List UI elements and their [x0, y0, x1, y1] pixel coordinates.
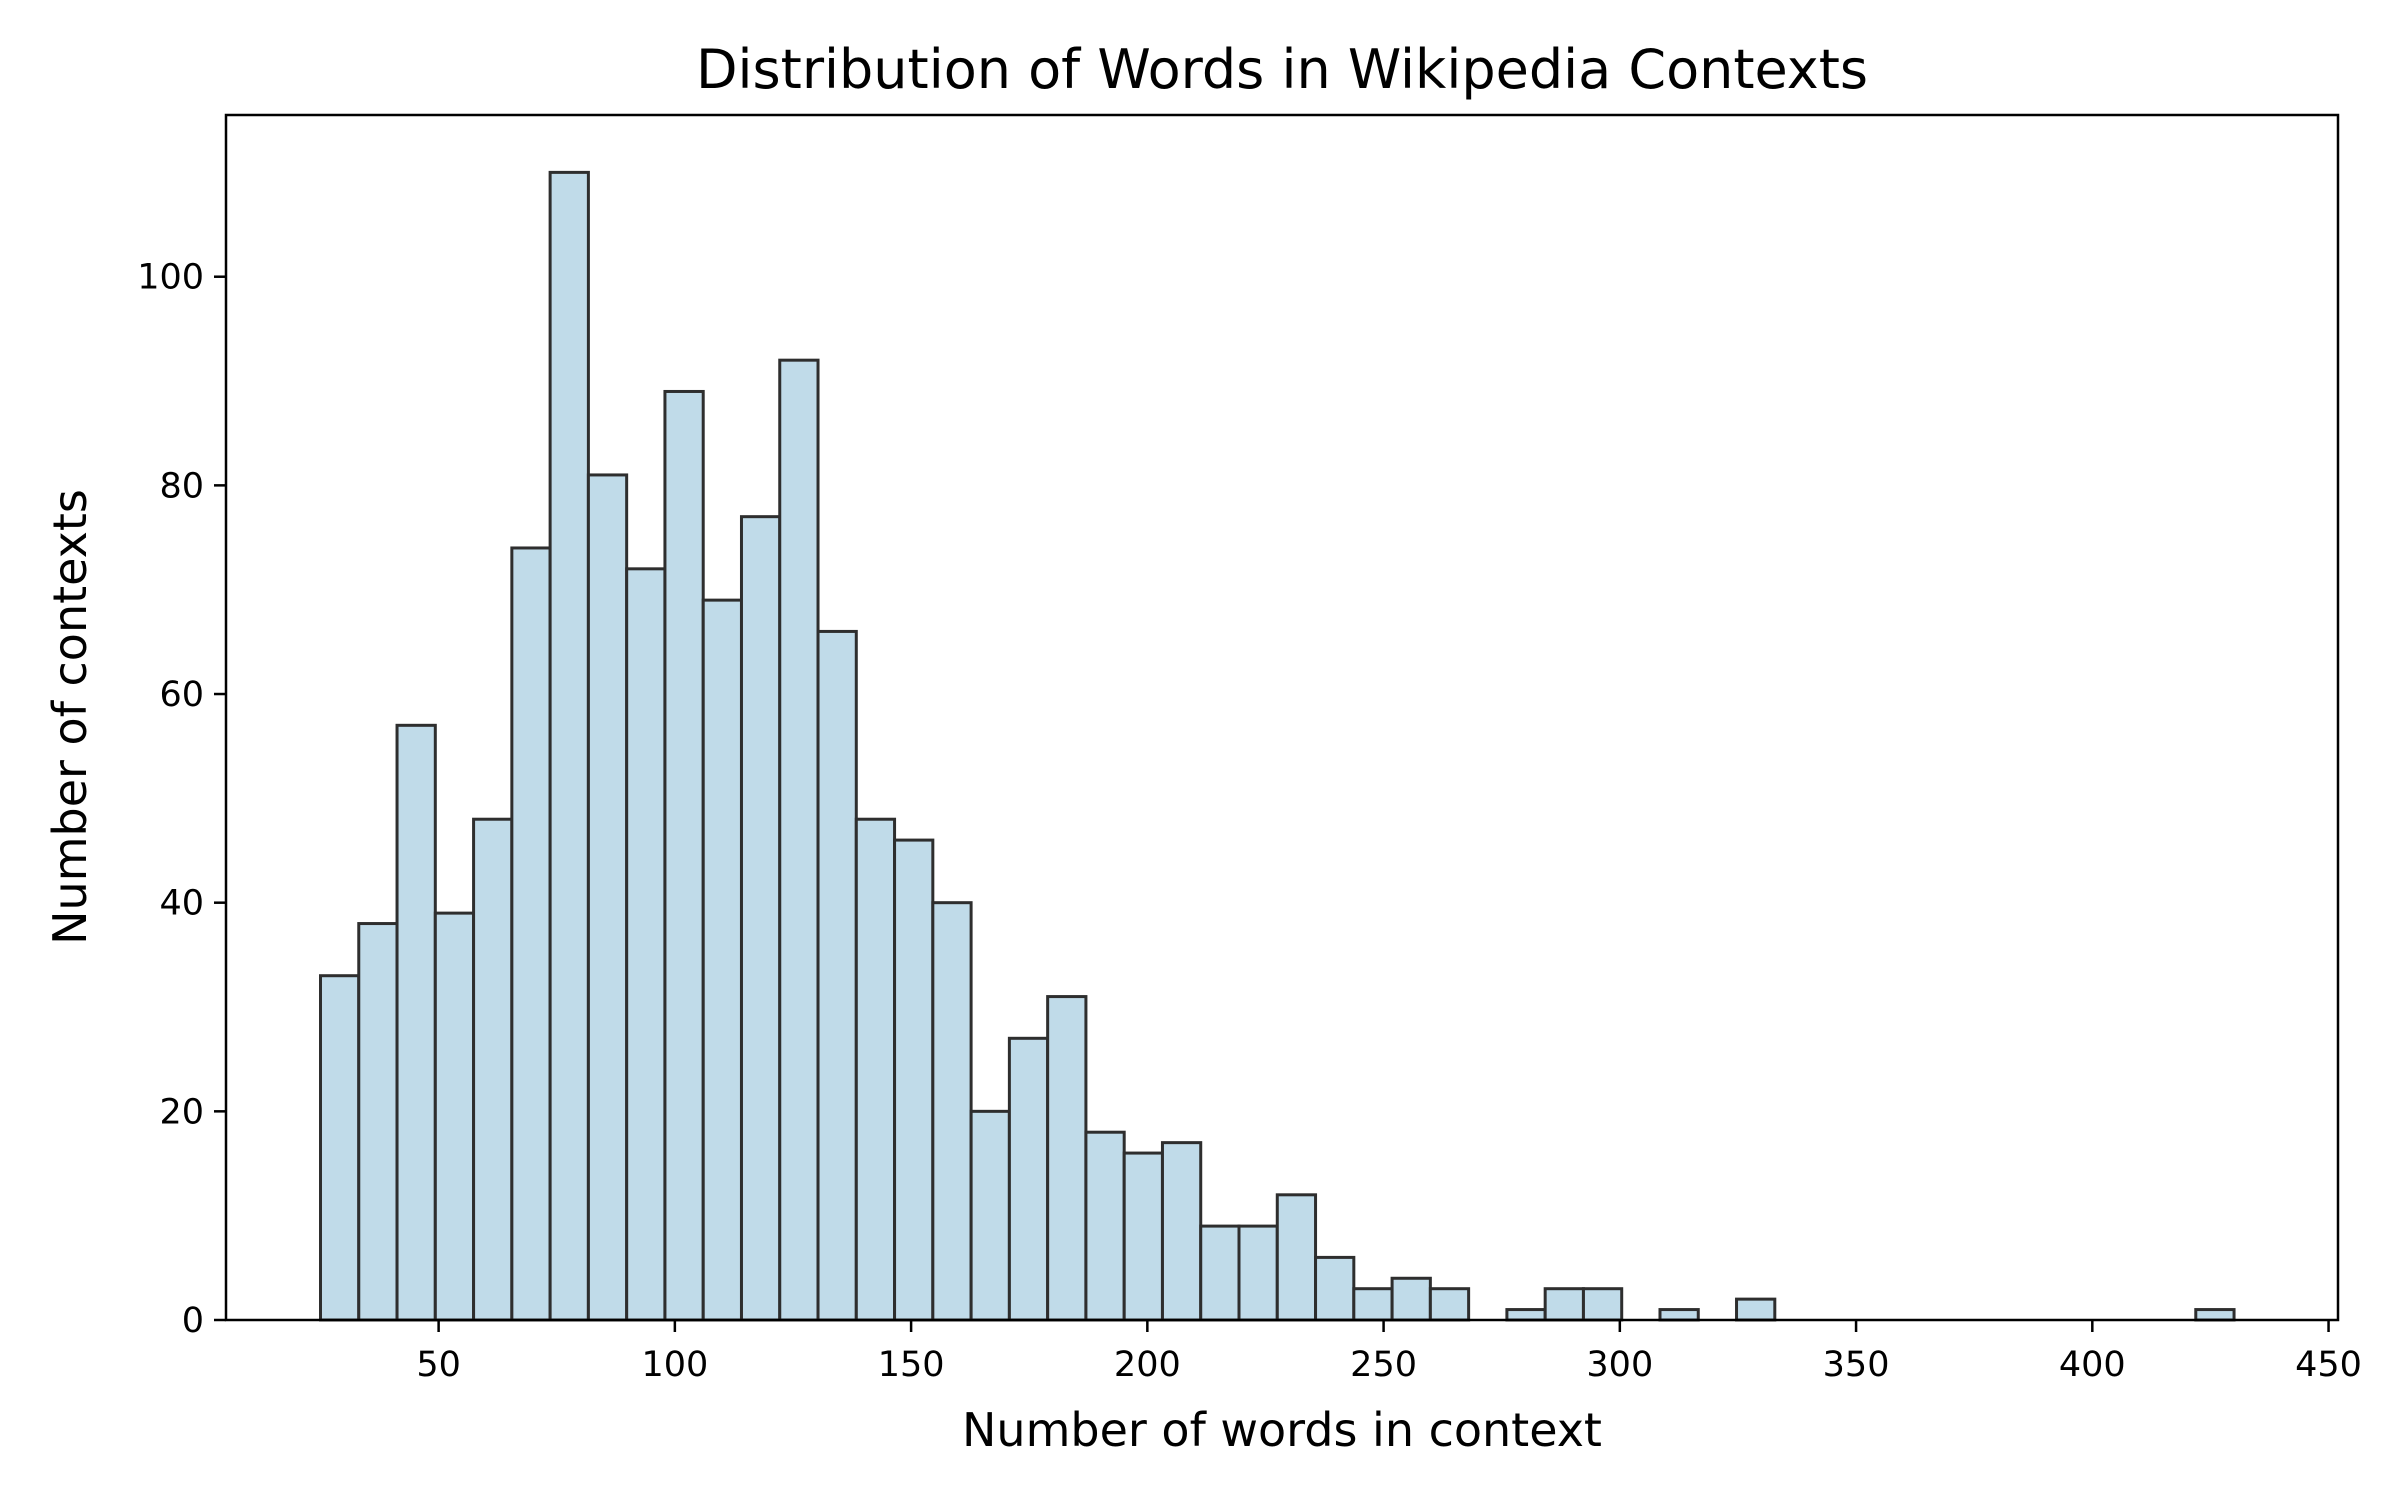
- histogram-bar: [1314, 1255, 1356, 1322]
- x-axis-ticks: 50 100 150 200 250 300 350 400 450: [416, 1320, 2362, 1385]
- y-axis-label: Number of contexts: [43, 489, 97, 945]
- x-tick-label: 450: [2295, 1345, 2362, 1385]
- y-tick-label: 20: [159, 1092, 204, 1132]
- histogram-bar: [319, 974, 361, 1322]
- histogram-bar: [510, 546, 552, 1322]
- histogram-bar: [472, 817, 514, 1322]
- y-tick-label: 80: [159, 466, 204, 506]
- histogram-bar: [1199, 1224, 1241, 1322]
- chart-title: Distribution of Words in Wikipedia Conte…: [696, 38, 1868, 101]
- x-tick-label: 350: [1823, 1345, 1890, 1385]
- histogram-bar: [395, 723, 437, 1322]
- x-tick-label: 400: [2059, 1345, 2126, 1385]
- y-axis-ticks: 0 20 40 60 80 100: [137, 258, 226, 1341]
- histogram-bar: [548, 170, 590, 1322]
- x-tick-label: 300: [1586, 1345, 1653, 1385]
- histogram-bar: [1735, 1297, 1777, 1322]
- x-tick-label: 150: [878, 1345, 945, 1385]
- histogram-bar: [1658, 1308, 1700, 1322]
- x-axis-label: Number of words in context: [962, 1403, 1602, 1457]
- histogram-bar: [1543, 1287, 1585, 1322]
- histogram-bar: [701, 598, 743, 1322]
- histogram-bar: [1007, 1036, 1050, 1322]
- histogram-bar: [433, 911, 476, 1322]
- x-tick-label: 250: [1350, 1345, 1417, 1385]
- histogram-bar: [1122, 1151, 1164, 1322]
- histogram-bar: [1160, 1141, 1203, 1322]
- bars-group: [319, 170, 2236, 1322]
- histogram-bar: [739, 515, 782, 1322]
- x-tick-label: 100: [641, 1345, 708, 1385]
- histogram-bar: [586, 473, 629, 1322]
- histogram-bar: [1084, 1130, 1126, 1322]
- histogram-bar: [1390, 1276, 1432, 1322]
- histogram-bar: [663, 389, 705, 1322]
- histogram-bar: [1275, 1193, 1318, 1322]
- histogram-bar: [1581, 1287, 1624, 1322]
- histogram-bar: [969, 1109, 1011, 1322]
- histogram-bar: [931, 901, 973, 1322]
- histogram-bar: [625, 567, 667, 1322]
- x-tick-label: 200: [1114, 1345, 1181, 1385]
- histogram-bar: [1428, 1287, 1471, 1322]
- histogram-bar: [1505, 1308, 1547, 1322]
- histogram-bar: [1352, 1287, 1394, 1322]
- histogram-bar: [2194, 1308, 2236, 1322]
- y-tick-label: 100: [137, 258, 204, 298]
- histogram-bar: [816, 629, 858, 1322]
- x-tick-label: 50: [416, 1345, 461, 1385]
- histogram-bar: [778, 358, 820, 1322]
- plot-frame: [224, 113, 2340, 1322]
- histogram-bar: [357, 922, 399, 1322]
- y-tick-label: 60: [159, 675, 204, 715]
- histogram-bar: [893, 838, 935, 1322]
- y-tick-label: 40: [159, 884, 204, 924]
- histogram-bar: [854, 817, 897, 1322]
- histogram-bar: [1046, 995, 1088, 1322]
- y-tick-label: 0: [182, 1301, 204, 1341]
- histogram-bar: [1237, 1224, 1279, 1322]
